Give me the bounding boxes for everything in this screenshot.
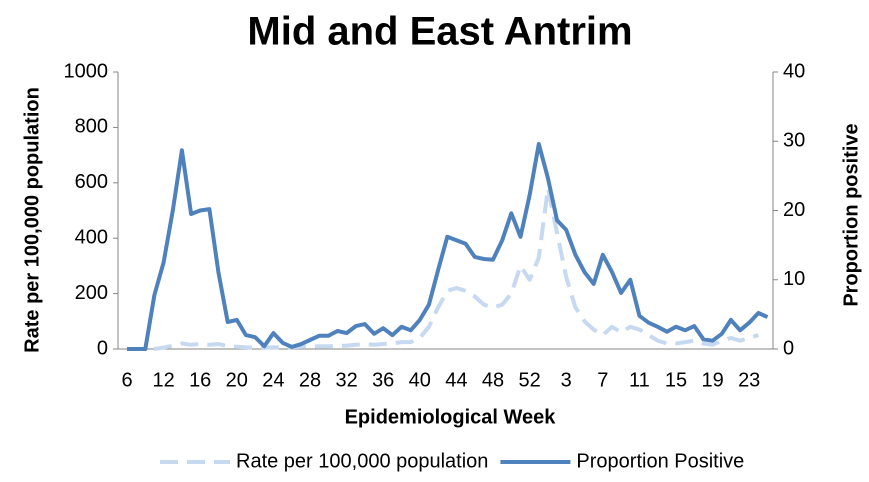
y-tick-label: 600	[75, 171, 108, 193]
y-tick-label: 1000	[64, 60, 109, 82]
legend-label: Rate per 100,000 population	[236, 450, 488, 472]
series-line	[127, 186, 759, 351]
x-tick-label: 44	[445, 369, 467, 391]
x-tick-label: 6	[121, 369, 132, 391]
x-tick-label: 24	[262, 369, 284, 391]
y2-tick-label: 10	[783, 268, 805, 290]
y2-tick-label: 30	[783, 130, 805, 152]
x-tick-label: 48	[482, 369, 504, 391]
x-tick-label: 40	[409, 369, 431, 391]
y2-tick-label: 0	[783, 337, 794, 359]
y2-axis-title: Proportion positive	[840, 123, 862, 306]
x-tick-label: 20	[226, 369, 248, 391]
x-tick-label: 28	[299, 369, 321, 391]
x-axis-title: Epidemiological Week	[345, 406, 557, 428]
x-tick-label: 23	[738, 369, 760, 391]
series-line	[127, 142, 769, 351]
y-tick-label: 400	[75, 226, 108, 248]
y-tick-label: 800	[75, 116, 108, 138]
x-tick-label: 36	[372, 369, 394, 391]
y-axis-title: Rate per 100,000 population	[21, 87, 43, 353]
x-tick-label: 12	[152, 369, 174, 391]
x-tick-label: 11	[629, 369, 650, 391]
legend-label: Proportion Positive	[576, 450, 744, 472]
y-tick-label: 200	[75, 282, 108, 304]
x-tick-label: 7	[597, 369, 608, 391]
x-tick-label: 3	[561, 369, 572, 391]
y2-tick-label: 40	[783, 60, 805, 82]
x-tick-label: 19	[701, 369, 723, 391]
y-tick-label: 0	[97, 337, 108, 359]
x-tick-label: 15	[665, 369, 687, 391]
x-tick-label: 16	[189, 369, 211, 391]
x-tick-label: 52	[518, 369, 540, 391]
chart-title: Mid and East Antrim	[247, 10, 632, 54]
x-tick-label: 32	[335, 369, 357, 391]
y2-tick-label: 20	[783, 199, 805, 221]
